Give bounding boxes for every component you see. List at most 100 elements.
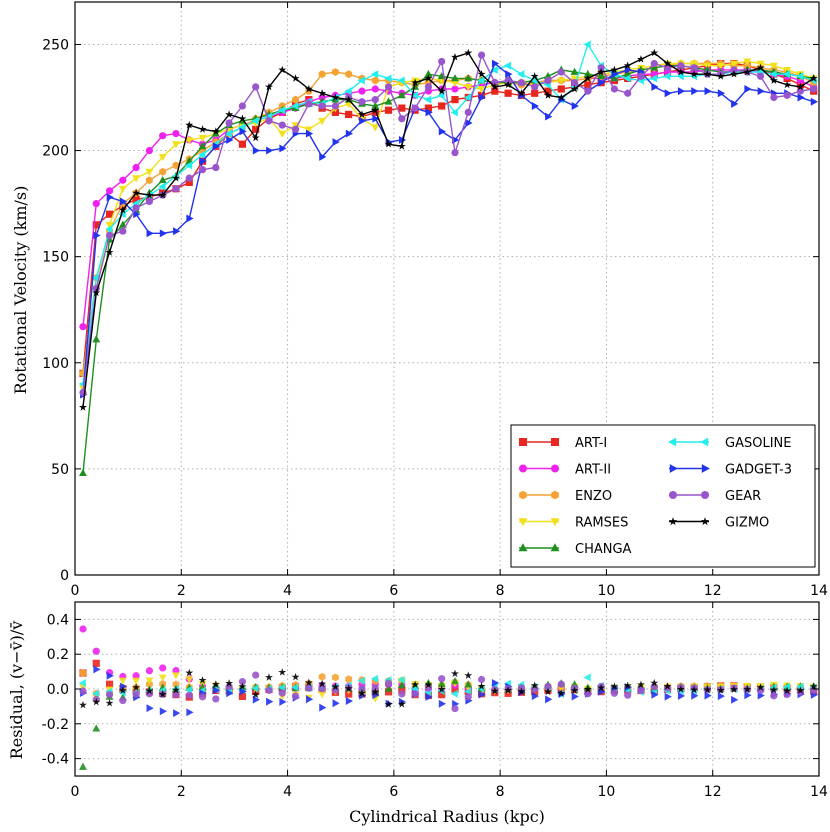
legend-marker — [551, 490, 559, 500]
data-point-gasoline — [158, 182, 166, 191]
data-point-ramses — [172, 141, 180, 149]
residual-point-changa — [397, 681, 406, 689]
data-point-gasoline — [463, 93, 472, 102]
data-point-changa — [570, 67, 579, 75]
main-x-tick-label: 8 — [496, 583, 505, 599]
residual-point-gizmo — [690, 685, 699, 694]
data-point-gear — [305, 100, 313, 108]
residual-point-gear — [624, 691, 632, 699]
residual-point-art-ii — [132, 672, 140, 680]
data-point-gasoline — [105, 225, 113, 234]
main-plot-frame — [74, 1, 820, 576]
data-point-gadget-3 — [133, 210, 141, 219]
data-point-gizmo — [251, 133, 260, 142]
data-point-gadget-3 — [279, 144, 287, 153]
residual-point-gadget-3 — [491, 678, 500, 687]
residual-point-gizmo — [105, 698, 114, 707]
data-point-gizmo — [304, 84, 313, 93]
residual-point-gasoline — [78, 679, 86, 687]
data-point-gadget-3 — [212, 142, 221, 151]
residual-point-gadget-3 — [212, 686, 221, 695]
data-point-gizmo — [225, 110, 234, 118]
data-point-gear — [637, 72, 645, 80]
data-point-gadget-3 — [757, 87, 765, 96]
residual-point-gear — [358, 684, 366, 693]
residual-point-gizmo — [79, 700, 87, 709]
data-point-gizmo — [703, 69, 712, 78]
data-point-gizmo — [756, 63, 765, 72]
residual-point-gadget-3 — [571, 692, 579, 701]
residual-point-gadget-3 — [545, 695, 553, 704]
legend-marker — [701, 491, 709, 499]
data-point-gear — [105, 231, 114, 240]
data-point-changa — [397, 91, 406, 99]
data-point-gadget-3 — [252, 146, 261, 155]
legend-item-ramses: RAMSES — [518, 516, 628, 531]
data-point-gizmo — [650, 48, 659, 57]
data-point-gasoline — [450, 108, 458, 117]
data-point-gizmo — [238, 114, 247, 123]
legend-marker — [700, 517, 710, 526]
residual-point-gear — [198, 693, 207, 701]
residual-point-ramses — [118, 677, 127, 685]
legend-item-art-ii: ART-II — [519, 463, 611, 478]
data-point-gadget-3 — [810, 97, 819, 106]
data-point-art-ii — [92, 200, 100, 208]
data-point-changa — [384, 97, 393, 105]
legend-box — [510, 424, 816, 568]
data-point-gear — [504, 76, 512, 85]
data-point-ramses — [278, 130, 287, 138]
legend-label: ART-II — [575, 463, 611, 478]
residual-point-gadget-3 — [279, 697, 287, 706]
residual-point-gizmo — [92, 697, 101, 706]
residual-panel: 0 2 4 6 8 10 12 14 -0.4 -0.2 0.0 0.2 0.4 — [42, 601, 828, 800]
residual-point-gizmo — [716, 686, 725, 694]
data-point-ramses — [132, 175, 141, 183]
legend-label: GEAR — [725, 489, 761, 504]
residual-point-gizmo — [676, 685, 685, 693]
residual-point-gizmo — [331, 682, 340, 691]
residual-point-art-ii — [79, 625, 87, 633]
data-point-gear — [464, 108, 472, 116]
residual-point-gizmo — [424, 680, 433, 689]
data-point-gadget-3 — [505, 70, 513, 79]
data-point-gear — [172, 185, 180, 193]
residual-point-gasoline — [291, 683, 299, 692]
data-point-changa — [118, 220, 127, 228]
data-point-changa — [451, 74, 459, 82]
data-point-art-ii — [159, 132, 167, 140]
residual-point-gadget-3 — [651, 690, 659, 699]
data-point-gear — [198, 166, 207, 174]
data-point-gizmo — [118, 205, 127, 214]
data-point-changa — [92, 335, 101, 343]
residual-point-changa — [437, 679, 446, 687]
legend-marker — [519, 464, 527, 473]
data-point-gizmo — [198, 125, 207, 133]
data-point-gear — [650, 59, 658, 68]
data-point-gizmo — [743, 67, 752, 76]
data-point-gizmo — [570, 84, 579, 93]
data-point-gadget-3 — [372, 114, 380, 123]
residual-y-axis-title: Residual, (v−v̄)/v̄ — [7, 621, 26, 760]
data-point-gasoline — [91, 273, 100, 282]
residual-point-changa — [92, 724, 101, 732]
residual-point-enzo — [331, 673, 339, 682]
data-point-gadget-3 — [305, 129, 314, 138]
data-point-gasoline — [782, 70, 790, 79]
data-point-gadget-3 — [266, 146, 274, 155]
residual-point-art-i — [92, 659, 100, 667]
residual-point-gizmo — [730, 685, 738, 693]
residual-point-gasoline — [251, 684, 259, 693]
legend-item-art-i: ART-I — [519, 436, 607, 451]
residual-point-gadget-3 — [717, 692, 726, 701]
data-point-gizmo — [557, 93, 566, 101]
residual-point-gadget-3 — [146, 704, 154, 713]
residual-x-tick-label: 0 — [71, 784, 80, 800]
data-point-gear — [544, 76, 552, 85]
data-point-ramses — [158, 154, 167, 162]
data-point-enzo — [159, 167, 167, 176]
data-point-gear — [597, 64, 605, 72]
data-point-gizmo — [79, 403, 87, 411]
data-point-gasoline — [410, 91, 418, 100]
residual-point-gadget-3 — [704, 691, 712, 700]
